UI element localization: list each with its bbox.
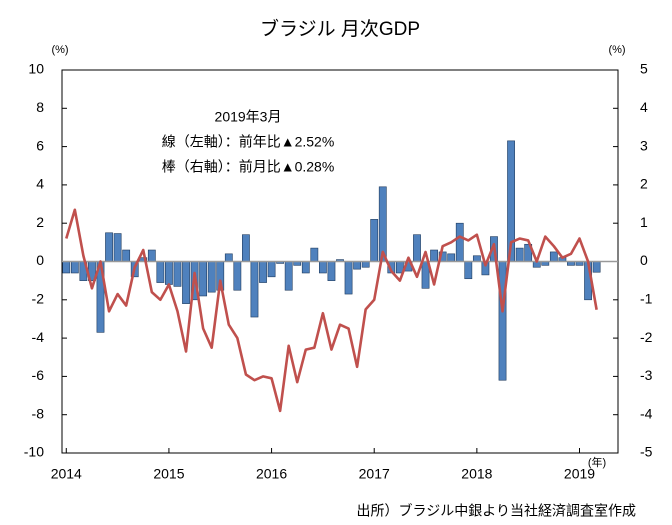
bar: [62, 261, 71, 274]
bar: [233, 261, 242, 291]
bar: [464, 261, 473, 280]
bar: [165, 261, 173, 285]
x-tick-label: 2018: [461, 466, 492, 482]
y2-tick-label: 5: [640, 61, 648, 77]
y2-tick-label: -5: [640, 444, 653, 460]
y-tick-label: 8: [36, 99, 44, 115]
bar: [267, 261, 276, 278]
y-tick-label: -2: [32, 291, 45, 307]
bar: [361, 261, 370, 268]
x-unit: (年): [588, 455, 606, 469]
bar: [515, 247, 524, 262]
bar: [259, 261, 267, 283]
bar: [327, 261, 336, 281]
y-unit: (%): [51, 44, 68, 56]
bar: [353, 261, 362, 270]
bar: [592, 261, 601, 273]
bar: [378, 186, 387, 262]
annotation: 棒（右軸）：前月比▲0.28%: [162, 159, 335, 175]
bar: [182, 261, 190, 304]
bar: [207, 261, 216, 293]
bar: [70, 261, 79, 274]
y2-tick-label: -2: [640, 329, 653, 345]
y2-tick-label: 2: [640, 176, 648, 192]
x-tick-label: 2016: [256, 466, 287, 482]
y-tick-label: -4: [32, 329, 45, 345]
source: 出所）ブラジル中銀より当社経済調査室作成: [357, 503, 636, 519]
y-tick-label: 6: [36, 137, 44, 153]
y2-unit: (%): [608, 44, 625, 56]
y2-tick-label: -3: [640, 367, 653, 383]
line: [65, 208, 598, 413]
bar: [447, 253, 456, 262]
bar: [430, 249, 438, 262]
x-tick-label: 2014: [51, 466, 82, 482]
bar: [455, 222, 464, 262]
chart-title: ブラジル 月次GDP: [260, 17, 420, 40]
bar: [370, 219, 379, 262]
y-tick-label: -8: [32, 405, 45, 421]
bar: [413, 234, 421, 262]
bar: [549, 251, 558, 262]
bar: [250, 261, 259, 318]
bar: [105, 232, 113, 262]
y2-tick-label: 3: [640, 137, 648, 153]
y2-tick-label: -1: [640, 291, 653, 307]
bar: [498, 261, 507, 381]
bar: [173, 261, 182, 287]
x-tick-label: 2019: [564, 466, 595, 482]
y2-tick-label: 0: [640, 252, 648, 268]
bar: [122, 249, 131, 262]
y2-tick-label: -4: [640, 405, 653, 421]
bar: [301, 261, 310, 274]
x-tick-label: 2015: [153, 466, 184, 482]
bar: [147, 249, 156, 262]
y-tick-label: 4: [36, 176, 44, 192]
bar: [284, 261, 293, 291]
bar: [318, 261, 327, 274]
bar: [156, 261, 165, 283]
y2-tick-label: 1: [640, 214, 648, 230]
y-tick-label: 10: [28, 61, 44, 77]
y-tick-label: -6: [32, 367, 45, 383]
bar: [242, 234, 250, 262]
y-tick-label: 0: [36, 252, 44, 268]
bar: [199, 261, 208, 297]
bar: [344, 261, 353, 295]
bar: [224, 253, 233, 262]
annotation: 線（左軸）：前年比▲2.52%: [162, 134, 335, 150]
y-tick-label: -10: [24, 444, 44, 460]
annotation: 2019年3月: [215, 109, 282, 125]
bar: [472, 255, 481, 262]
bar: [310, 247, 319, 262]
y-tick-label: 2: [36, 214, 44, 230]
x-tick-label: 2017: [359, 466, 390, 482]
bar: [113, 233, 122, 262]
y2-tick-label: 4: [640, 99, 648, 115]
